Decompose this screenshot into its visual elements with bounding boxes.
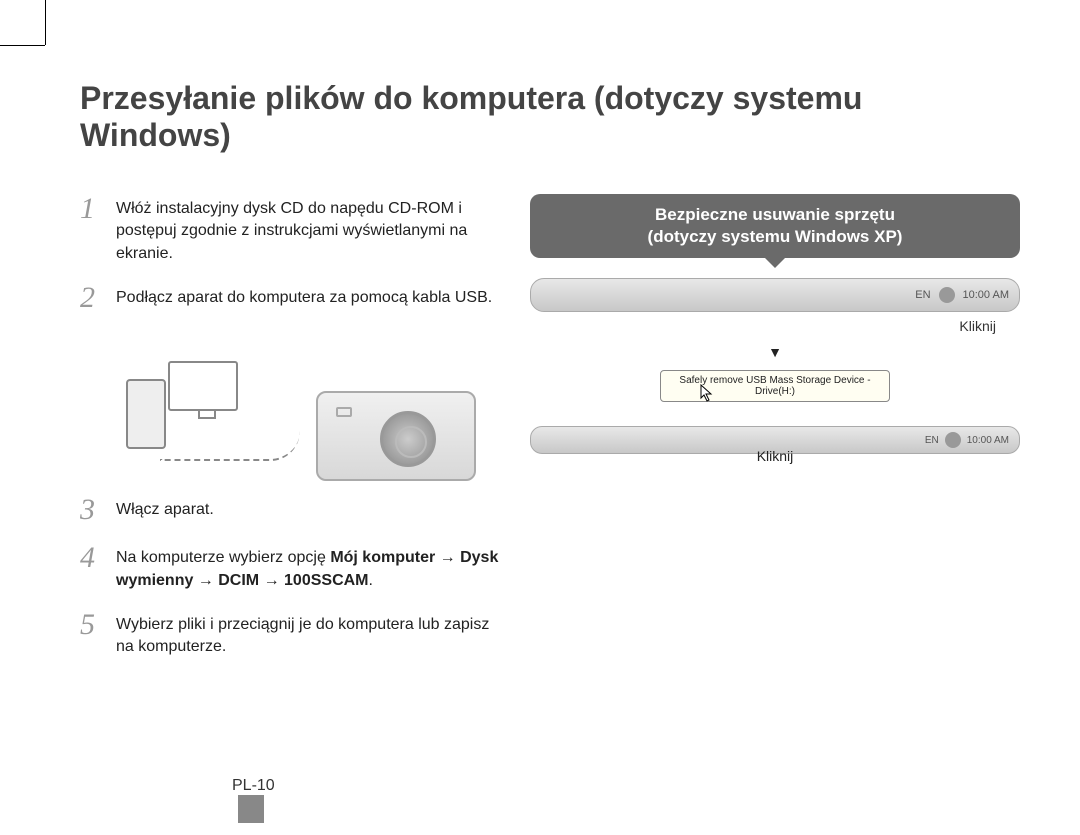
page-content: Przesyłanie plików do komputera (dotyczy… — [80, 80, 1020, 795]
click-label-2: Kliknij — [530, 448, 1020, 464]
tray-time: 10:00 AM — [967, 435, 1009, 446]
step-number: 3 — [80, 495, 116, 525]
tray-time: 10:00 AM — [963, 289, 1009, 301]
page-title: Przesyłanie plików do komputera (dotyczy… — [80, 80, 1020, 154]
step-number: 2 — [80, 283, 116, 313]
step-number: 4 — [80, 543, 116, 592]
step-3: 3 Włącz aparat. — [80, 495, 500, 525]
left-column: 1 Włóż instalacyjny dysk CD do napędu CD… — [80, 194, 500, 677]
step4-suffix: . — [369, 572, 373, 589]
cursor-icon — [700, 384, 714, 402]
right-column: Bezpieczne usuwanie sprzętu (dotyczy sys… — [530, 194, 1020, 677]
callout-tail — [765, 258, 785, 268]
safely-remove-icon[interactable] — [939, 287, 955, 303]
step-text: Włóż instalacyjny dysk CD do napędu CD-R… — [116, 194, 500, 265]
callout-line1: Bezpieczne usuwanie sprzętu — [542, 204, 1008, 226]
safely-remove-balloon[interactable]: Safely remove USB Mass Storage Device - … — [660, 370, 890, 402]
page-number-bar — [238, 795, 264, 823]
callout-title: Bezpieczne usuwanie sprzętu (dotyczy sys… — [530, 194, 1020, 258]
click-label: Kliknij — [530, 318, 996, 334]
step-text: Podłącz aparat do komputera za pomocą ka… — [116, 283, 500, 313]
system-tray: EN 10:00 AM — [530, 278, 1020, 312]
camera-pc-illustration — [116, 331, 496, 481]
step-4: 4 Na komputerze wybierz opcję Mój komput… — [80, 543, 500, 592]
crop-mark-horizontal — [0, 45, 45, 46]
safely-remove-icon — [945, 432, 961, 448]
step-1: 1 Włóż instalacyjny dysk CD do napędu CD… — [80, 194, 500, 265]
step-5: 5 Wybierz pliki i przeciągnij je do komp… — [80, 610, 500, 659]
tray-lang: EN — [915, 289, 930, 301]
step-text: Na komputerze wybierz opcję Mój komputer… — [116, 543, 500, 592]
page-number: PL-10 — [232, 777, 275, 795]
step4-prefix: Na komputerze wybierz opcję — [116, 549, 330, 566]
step-number: 1 — [80, 194, 116, 265]
crop-mark-vertical — [45, 0, 46, 45]
callout-line2: (dotyczy systemu Windows XP) — [542, 226, 1008, 248]
tray-lang: EN — [925, 435, 939, 446]
step-2: 2 Podłącz aparat do komputera za pomocą … — [80, 283, 500, 313]
arrow-down-icon: ▼ — [530, 344, 1020, 360]
step-number: 5 — [80, 610, 116, 659]
step-text: Wybierz pliki i przeciągnij je do komput… — [116, 610, 500, 659]
step-text: Włącz aparat. — [116, 495, 500, 525]
